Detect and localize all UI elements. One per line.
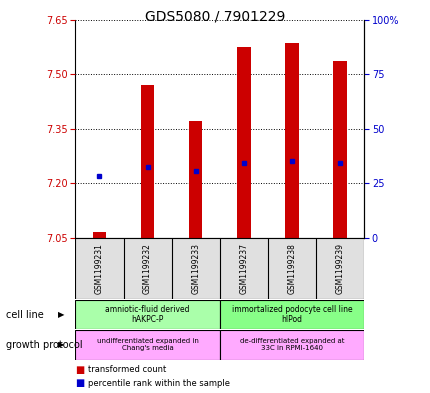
Text: immortalized podocyte cell line
hIPod: immortalized podocyte cell line hIPod [231, 305, 351, 324]
Bar [285, 43, 298, 238]
Text: GSM1199231: GSM1199231 [95, 242, 104, 294]
Text: undifferentiated expanded in
Chang's media: undifferentiated expanded in Chang's med… [96, 338, 198, 351]
Text: cell line: cell line [6, 310, 44, 320]
Text: ▶: ▶ [58, 340, 64, 349]
Text: ■: ■ [75, 365, 84, 375]
Text: amniotic-fluid derived
hAKPC-P: amniotic-fluid derived hAKPC-P [105, 305, 190, 324]
Text: growth protocol: growth protocol [6, 340, 83, 350]
Text: GSM1199238: GSM1199238 [287, 242, 296, 294]
Text: GSM1199233: GSM1199233 [191, 242, 200, 294]
Text: GSM1199237: GSM1199237 [239, 242, 248, 294]
Text: GDS5080 / 7901229: GDS5080 / 7901229 [145, 10, 285, 24]
Text: de-differentiated expanded at
33C in RPMI-1640: de-differentiated expanded at 33C in RPM… [239, 338, 344, 351]
Bar [237, 47, 250, 238]
Text: GSM1199232: GSM1199232 [143, 242, 152, 294]
Bar [219, 300, 363, 329]
Text: ▶: ▶ [58, 310, 64, 319]
Text: ■: ■ [75, 378, 84, 388]
Text: percentile rank within the sample: percentile rank within the sample [88, 379, 230, 387]
Text: transformed count: transformed count [88, 365, 166, 375]
Bar [92, 232, 106, 238]
Bar [219, 330, 363, 360]
Bar [75, 330, 219, 360]
Bar [333, 61, 346, 238]
Bar [189, 121, 202, 238]
Bar [141, 85, 154, 238]
Text: GSM1199239: GSM1199239 [335, 242, 344, 294]
Bar [75, 300, 219, 329]
